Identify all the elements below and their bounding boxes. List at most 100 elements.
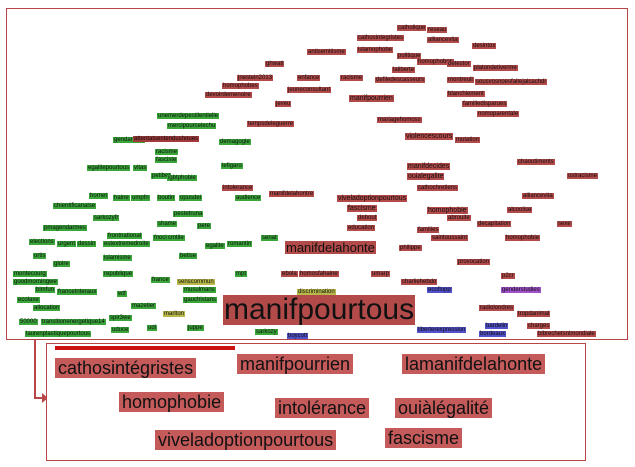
cloud-word: fascisme: [347, 205, 377, 212]
cloud-word: republique: [103, 271, 134, 277]
zoom-highlight-bar: [55, 346, 235, 350]
zoom-connector-arrow: [34, 397, 44, 399]
cloud-word: homophobie: [427, 207, 468, 214]
cloud-word: mutation: [455, 137, 481, 143]
cloud-word: antisemitisme: [307, 49, 346, 55]
cloud-word: manifdelahontre: [269, 191, 315, 197]
cloud-word: devoirdemenoire: [205, 92, 252, 98]
cloud-word: bordeaux: [479, 331, 507, 337]
cloud-word: ostracisme: [567, 173, 599, 179]
cloud-word: islamisme: [103, 255, 132, 261]
cloud-word: homosfahaine: [299, 271, 339, 277]
cloud-word: defiledescasseurs: [375, 77, 426, 83]
cloud-word: liberterexpression: [417, 327, 467, 333]
cloud-word: alcoolise: [507, 207, 533, 213]
word-cloud-panel: catholique reseau cathosintegristes allianc…: [6, 8, 628, 340]
cloud-word: familledisparues: [462, 101, 508, 107]
cloud-word: alliancevita: [427, 37, 459, 43]
cloud-word: france: [151, 277, 170, 283]
cloud-word: cmtile: [167, 235, 185, 241]
cloud-word: manifdelahonte: [285, 240, 376, 255]
cloud-word: vitas: [133, 165, 148, 171]
cloud-word: umarp: [371, 271, 391, 277]
cloud-word: lefigaro: [221, 163, 243, 169]
cloud-word: homophobes: [417, 59, 454, 65]
cloud-word: jeuneconsultant: [287, 87, 332, 93]
cloud-word: egalitepourtous: [87, 165, 131, 171]
cloud-word: violencescours: [405, 133, 454, 140]
cloud-word: mercipourcelechu: [167, 123, 217, 129]
cloud-word: spir3we: [109, 315, 132, 321]
cloud-word: discrimination: [297, 289, 336, 295]
cloud-word: racisme: [340, 75, 364, 81]
cloud-word: tempsdeleguerre: [247, 121, 295, 127]
cloud-word: jeveu: [275, 101, 292, 107]
zoom-arrow-head-icon: [42, 393, 48, 403]
cloud-word: catholique: [397, 25, 427, 31]
cloud-word: desintox: [472, 43, 497, 49]
cloud-word: platondetiverme: [473, 65, 518, 71]
cloud-word: montreuil: [447, 77, 474, 83]
cloud-word: ecoflopp: [427, 287, 452, 293]
cloud-word: frontnational: [107, 233, 143, 239]
cloud-word: musulmans: [183, 287, 216, 293]
cloud-word: sexe: [557, 221, 572, 227]
cloud-word: boutin: [157, 195, 176, 201]
zoom-detail-panel: cathosintégristes manifpourrien lamanifdel…: [46, 343, 586, 461]
cloud-word: manifpourtous: [223, 293, 416, 326]
cloud-word: udi: [147, 325, 158, 331]
cloud-word: philippe: [399, 245, 422, 251]
cloud-word: p2cr: [501, 273, 515, 279]
cloud-word: estextremedroite: [103, 241, 150, 247]
cloud-word: ebola: [281, 271, 298, 277]
cloud-word: education: [347, 225, 376, 231]
cloud-word: charliehebdo: [401, 279, 438, 285]
cloud-word: homophobes: [222, 83, 259, 89]
cloud-word: pmagendarmes: [43, 225, 87, 231]
cloud-word: tropdanimal: [517, 311, 551, 317]
cloud-word: abrouite: [447, 215, 471, 221]
cloud-word: uduce: [111, 327, 130, 333]
cloud-word: chaoutiments: [517, 159, 555, 165]
cloud-word: ghwati: [265, 61, 285, 67]
cloud-word: fnoci: [153, 235, 168, 241]
cloud-word: cathochretiens: [417, 185, 459, 191]
zoom-word: intolérance: [275, 398, 370, 418]
cloud-word: mariagehomoss: [377, 117, 422, 123]
cloud-word: montecourg: [13, 271, 47, 277]
cloud-word: senat: [261, 235, 278, 241]
cloud-word: goodmorningwe: [13, 279, 58, 285]
cloud-word: marlton: [163, 311, 186, 317]
cloud-word: betise: [179, 253, 198, 259]
zoom-word: cathosintégristes: [55, 358, 197, 378]
cloud-word: enfance: [297, 75, 321, 81]
cloud-word: homophobie: [505, 235, 541, 241]
cloud-word: senscommun: [177, 279, 215, 285]
cloud-word: urgent: [57, 241, 77, 247]
cloud-word: igbtphobie: [167, 175, 197, 181]
cloud-word: blbrechetsnlmondiale: [537, 331, 596, 337]
cloud-word: blanchiement: [447, 91, 485, 97]
cloud-word: detestor: [447, 61, 471, 67]
cloud-word: sarkozyfr: [93, 215, 120, 221]
cloud-word: mazetier: [131, 303, 157, 309]
cloud-word: intolerance: [222, 185, 254, 191]
cloud-word: ortis: [33, 253, 47, 259]
cloud-word: families: [417, 227, 440, 233]
cloud-word: nomoparentale: [477, 111, 520, 117]
cloud-word: politique: [397, 53, 422, 59]
cloud-word: bardelin: [485, 323, 509, 329]
cloud-word: juppe: [187, 325, 204, 331]
cloud-word: umpfn: [131, 195, 150, 201]
cloud-word: unemerdepestilentielle: [157, 113, 220, 119]
cloud-word: haine: [113, 195, 130, 201]
cloud-word: jnestein2013: [237, 75, 274, 81]
cloud-word: pere: [197, 223, 212, 229]
zoom-word: manifpourrien: [237, 354, 354, 374]
cloud-word: demagogie: [219, 139, 251, 145]
cloud-word: allocation: [33, 305, 61, 311]
cloud-word: romantin: [227, 241, 253, 247]
cloud-word: saintoussaint: [431, 235, 469, 241]
cloud-word: pestetruna: [173, 211, 204, 217]
cloud-word: gauchistans: [183, 297, 218, 303]
